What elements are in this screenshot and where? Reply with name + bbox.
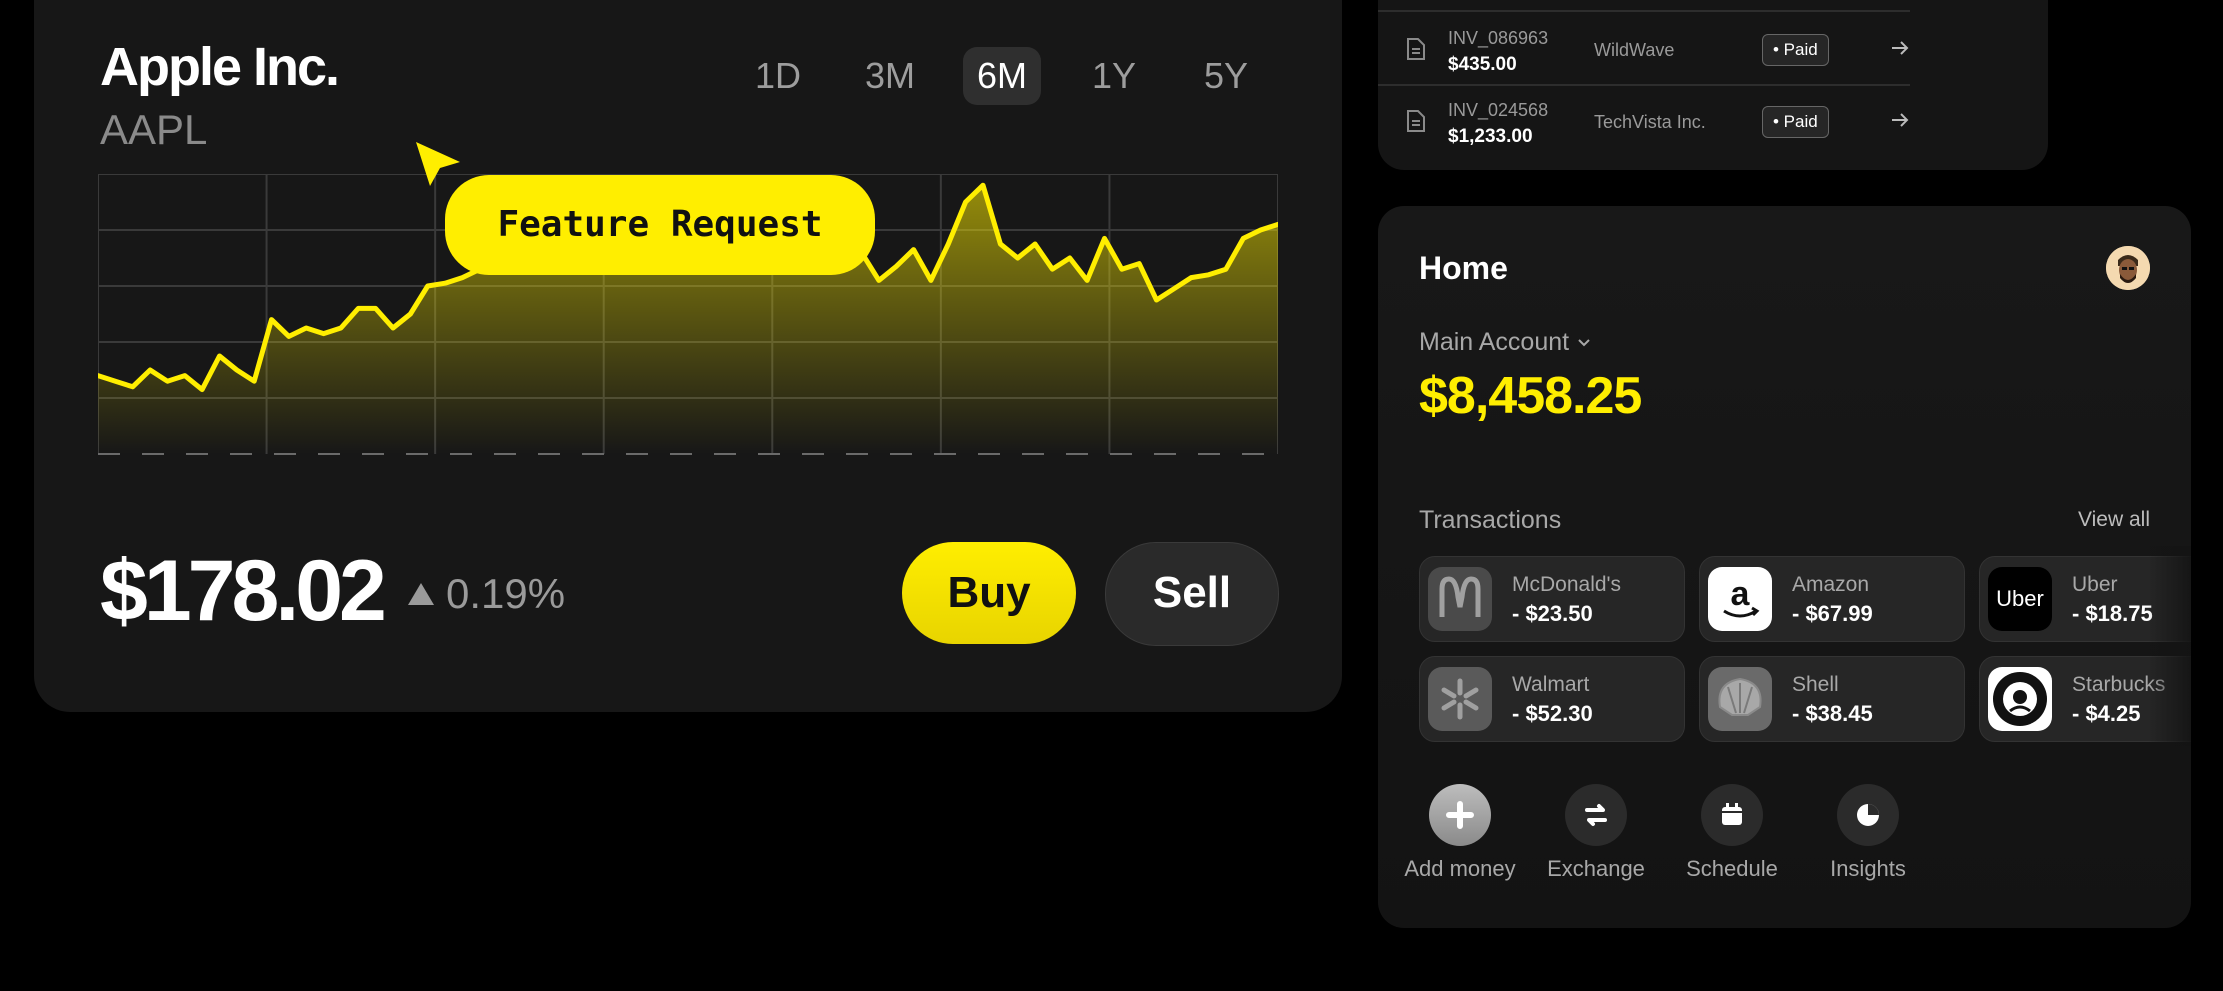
calendar-icon bbox=[1701, 784, 1763, 846]
amazon-logo-icon: a bbox=[1708, 567, 1772, 631]
invoice-client: WildWave bbox=[1594, 40, 1675, 60]
cursor-arrow-icon bbox=[416, 142, 460, 186]
transaction-tile[interactable]: Uber Uber - $18.75 bbox=[1979, 556, 2191, 642]
transaction-tile[interactable]: Starbucks - $4.25 bbox=[1979, 656, 2191, 742]
status-badge: • Paid bbox=[1762, 34, 1829, 66]
transaction-tile[interactable]: a Amazon - $67.99 bbox=[1699, 556, 1965, 642]
transaction-amount: - $38.45 bbox=[1792, 701, 1873, 726]
action-label: Schedule bbox=[1686, 856, 1778, 881]
transaction-amount: - $4.25 bbox=[2072, 701, 2141, 726]
uber-logo-icon: Uber bbox=[1988, 567, 2052, 631]
shell-logo-icon bbox=[1708, 667, 1772, 731]
status-badge: • Paid bbox=[1762, 106, 1829, 138]
transaction-tile[interactable]: Walmart - $52.30 bbox=[1419, 656, 1685, 742]
schedule-button[interactable]: Schedule bbox=[1672, 784, 1792, 882]
range-tab-1d[interactable]: 1D bbox=[754, 55, 802, 96]
transaction-amount: - $23.50 bbox=[1512, 601, 1593, 626]
feature-request-badge[interactable]: Feature Request bbox=[445, 175, 875, 275]
invoice-card: INV_086963 $435.00 WildWave • Paid INV_0… bbox=[1378, 0, 2048, 170]
invoice-amount: $1,233.00 bbox=[1448, 126, 1533, 147]
account-balance: $8,458.25 bbox=[1419, 367, 1642, 425]
sell-button[interactable]: Sell bbox=[1105, 542, 1279, 646]
invoice-client: TechVista Inc. bbox=[1594, 112, 1706, 132]
range-tab-5y[interactable]: 5Y bbox=[1203, 55, 1249, 96]
svg-text:a: a bbox=[1731, 575, 1751, 613]
divider bbox=[1378, 84, 1910, 86]
transactions-heading: Transactions bbox=[1419, 506, 1562, 534]
invoice-id: INV_086963 bbox=[1448, 28, 1549, 48]
document-icon bbox=[1407, 38, 1425, 60]
merchant-name: Starbucks bbox=[2072, 673, 2166, 696]
stock-card: Apple Inc. AAPL 1D 3M 6M 1Y 5Y Feature R… bbox=[34, 0, 1342, 712]
walmart-logo-icon bbox=[1428, 667, 1492, 731]
merchant-name: Shell bbox=[1792, 673, 1839, 696]
chevron-down-icon bbox=[1578, 338, 1590, 346]
merchant-name: Amazon bbox=[1792, 573, 1870, 596]
exchange-button[interactable]: Exchange bbox=[1536, 784, 1656, 882]
action-label: Insights bbox=[1830, 856, 1906, 881]
transaction-amount: - $52.30 bbox=[1512, 701, 1593, 726]
starbucks-logo-icon bbox=[1988, 667, 2052, 731]
add-money-button[interactable]: Add money bbox=[1400, 784, 1520, 882]
invoice-id: INV_024568 bbox=[1448, 100, 1549, 120]
invoice-row[interactable]: INV_086963 $435.00 WildWave • Paid bbox=[1378, 14, 1910, 84]
transaction-amount: - $67.99 bbox=[1792, 601, 1873, 626]
merchant-name: Walmart bbox=[1512, 673, 1590, 696]
stock-ticker: AAPL bbox=[100, 106, 208, 153]
triangle-up-icon bbox=[408, 583, 434, 605]
document-icon bbox=[1407, 110, 1425, 132]
range-tab-3m[interactable]: 3M bbox=[864, 55, 915, 96]
avatar-face-icon bbox=[2106, 246, 2150, 290]
avatar[interactable] bbox=[2106, 246, 2150, 290]
mcdonalds-logo-icon bbox=[1428, 567, 1492, 631]
account-selector[interactable]: Main Account bbox=[1419, 328, 1591, 357]
divider bbox=[1378, 10, 1910, 12]
price-change-value: 0.19% bbox=[446, 570, 566, 617]
range-tabs: 1D 3M 6M 1Y 5Y bbox=[722, 46, 1282, 106]
merchant-name: McDonald's bbox=[1512, 573, 1622, 596]
invoice-row[interactable]: INV_024568 $1,233.00 TechVista Inc. • Pa… bbox=[1378, 86, 1910, 156]
transaction-amount: - $18.75 bbox=[2072, 601, 2153, 626]
range-tab-6m[interactable]: 6M bbox=[963, 47, 1041, 105]
transaction-tile[interactable]: Shell - $38.45 bbox=[1699, 656, 1965, 742]
range-tab-1y[interactable]: 1Y bbox=[1091, 55, 1137, 96]
view-all-link[interactable]: View all bbox=[2078, 508, 2150, 531]
arrow-right-icon[interactable] bbox=[1890, 110, 1910, 130]
arrow-right-icon[interactable] bbox=[1890, 38, 1910, 58]
transaction-tile[interactable]: McDonald's - $23.50 bbox=[1419, 556, 1685, 642]
action-label: Exchange bbox=[1547, 856, 1645, 881]
account-label: Main Account bbox=[1419, 328, 1570, 356]
price-change: 0.19% bbox=[408, 570, 565, 618]
exchange-icon bbox=[1565, 784, 1627, 846]
page-title: Home bbox=[1419, 250, 1508, 286]
home-card: Home Main Account $8,458.25 Transactions… bbox=[1378, 206, 2191, 928]
pie-chart-icon bbox=[1837, 784, 1899, 846]
invoice-amount: $435.00 bbox=[1448, 54, 1517, 75]
stock-name: Apple Inc. bbox=[100, 37, 340, 97]
insights-button[interactable]: Insights bbox=[1808, 784, 1928, 882]
chart-area bbox=[98, 182, 1278, 454]
action-label: Add money bbox=[1404, 856, 1516, 881]
stock-price: $178.02 bbox=[100, 543, 387, 639]
buy-button[interactable]: Buy bbox=[902, 542, 1076, 644]
merchant-name: Uber bbox=[2072, 573, 2118, 596]
plus-icon bbox=[1429, 784, 1491, 846]
